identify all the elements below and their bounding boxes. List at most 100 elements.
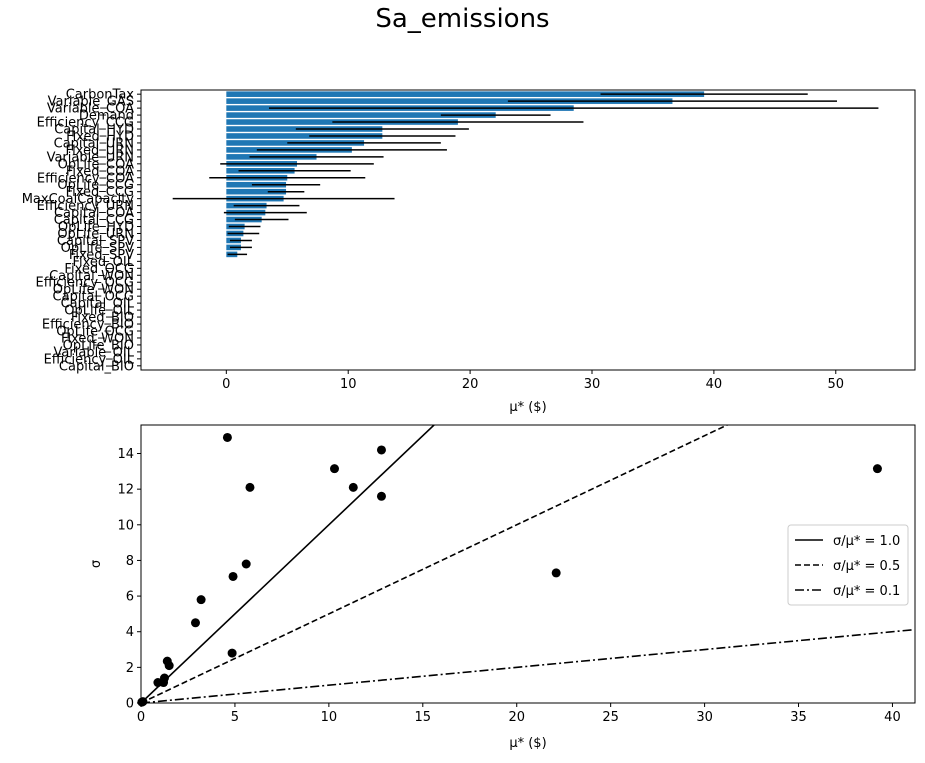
y-tick-label-OpLife_URN: OpLife_URN xyxy=(57,227,134,242)
y-tick-label-Fixed_WON: Fixed_WON xyxy=(61,331,134,346)
y-tick-label: 12 xyxy=(117,483,134,498)
reference-line xyxy=(141,425,436,703)
y-tick-label-Capital_COA: Capital_COA xyxy=(54,206,134,221)
y-tick-label-OpLife_HYD: OpLife_HYD xyxy=(58,220,134,235)
y-tick-label-Capital_BIO: Capital_BIO xyxy=(59,359,134,374)
x-tick-label: 50 xyxy=(827,377,844,392)
y-tick-label-Fixed_OCG: Fixed_OCG xyxy=(64,262,134,277)
x-tick-label: 15 xyxy=(415,710,432,725)
y-tick-label-Variable_COA: Variable_COA xyxy=(47,102,134,117)
legend: σ/μ* = 1.0 σ/μ* = 0.5 σ/μ* = 0.1 xyxy=(787,524,909,606)
y-tick-label-Fixed_URN: Fixed_URN xyxy=(66,143,134,158)
scatter-point-19 xyxy=(872,464,882,474)
y-tick-label-Efficiency_OCG: Efficiency_OCG xyxy=(35,276,134,291)
x-tick-label: 40 xyxy=(884,710,901,725)
x-tick-label: 30 xyxy=(696,710,713,725)
x-tick-label: 20 xyxy=(462,377,479,392)
bar-Demand xyxy=(226,112,496,118)
y-tick-label-Efficiency_COA: Efficiency_COA xyxy=(37,171,134,186)
legend-entry-label: σ/μ* = 0.1 xyxy=(833,584,900,599)
scatter-x-axis-label: μ* ($) xyxy=(509,736,546,751)
x-tick-label: 35 xyxy=(790,710,807,725)
y-tick-label-Capital_SPV: Capital_SPV xyxy=(57,234,134,249)
scatter-point-14 xyxy=(330,464,339,474)
bar-y-ticks: CarbonTaxVariable_GASVariable_COADemandE… xyxy=(22,88,141,374)
y-tick-label-OpLife_SPV: OpLife_SPV xyxy=(61,241,135,256)
scatter-point-15 xyxy=(348,482,358,492)
y-tick-label: 10 xyxy=(117,518,134,533)
scatter-point-16 xyxy=(376,445,386,455)
y-tick-label-Fixed_SPV: Fixed_SPV xyxy=(69,248,134,263)
y-tick-label-Demand: Demand xyxy=(79,109,134,124)
scatter-chart: 0 5 10 15 20 25 30 35 40 0 2 4 6 8 10 12 14 μ* ($) σ σ/… xyxy=(89,424,916,751)
scatter-point-8 xyxy=(196,595,206,605)
y-tick-label-Variable_URN: Variable_URN xyxy=(47,150,134,165)
bar-CarbonTax xyxy=(226,91,705,97)
scatter-point-9 xyxy=(222,432,232,442)
scatter-point-1 xyxy=(138,697,148,707)
x-tick-label: 5 xyxy=(231,710,239,725)
scatter-point-12 xyxy=(241,559,251,569)
legend-entry-label: σ/μ* = 0.5 xyxy=(833,559,900,574)
figure-title: Sa_emissions xyxy=(375,4,550,34)
y-tick-label-Fixed_BIO: Fixed_BIO xyxy=(71,311,134,326)
bar-chart-frame xyxy=(140,89,916,371)
bar-chart: 0 10 20 30 40 50 CarbonTaxVariable_GASVariabl… xyxy=(22,88,916,415)
x-tick-label: 25 xyxy=(602,710,619,725)
x-tick-label: 20 xyxy=(508,710,525,725)
scatter-point-4 xyxy=(159,673,169,683)
y-tick-label-Capital_CCG: Capital_CCG xyxy=(54,213,134,228)
y-tick-label-Fixed_COA: Fixed_COA xyxy=(66,164,134,179)
reference-line xyxy=(141,628,915,703)
reference-line xyxy=(141,425,730,703)
y-tick-label-Capital_OIL: Capital_OIL xyxy=(61,297,135,312)
y-tick-label: 6 xyxy=(126,590,134,605)
legend-entry-label: σ/μ* = 1.0 xyxy=(833,534,900,549)
y-tick-label-Efficiency_OIL: Efficiency_OIL xyxy=(44,352,135,367)
bar-Variable_GAS xyxy=(226,98,673,104)
bar-x-ticks: 0 10 20 30 40 50 xyxy=(222,370,844,392)
y-tick-label-MaxCoalCapacity: MaxCoalCapacity xyxy=(22,192,135,207)
y-tick-label-OpLife_CCG: OpLife_CCG xyxy=(57,178,134,193)
y-tick-label-Fixed_HYD: Fixed_HYD xyxy=(66,129,134,144)
reference-lines xyxy=(141,425,915,703)
scatter-point-10 xyxy=(227,648,237,658)
scatter-point-7 xyxy=(190,618,200,628)
y-tick-label: 4 xyxy=(126,625,134,640)
scatter-point-17 xyxy=(376,491,386,501)
legend-box xyxy=(787,524,909,606)
scatter-point-6 xyxy=(164,661,174,671)
x-tick-label: 10 xyxy=(321,710,338,725)
y-tick-label-Capital_HYD: Capital_HYD xyxy=(54,123,134,138)
y-tick-label-Variable_GAS: Variable_GAS xyxy=(48,95,134,110)
y-tick-label-Capital_URN: Capital_URN xyxy=(54,136,134,151)
errorbar-marks xyxy=(172,93,879,256)
x-tick-label: 0 xyxy=(137,710,145,725)
scatter-point-18 xyxy=(551,568,561,578)
x-tick-label: 30 xyxy=(584,377,601,392)
y-tick-label-OpLife_OCG: OpLife_OCG xyxy=(56,324,134,339)
y-tick-label-OpLife_WON: OpLife_WON xyxy=(53,283,134,298)
scatter-chart-frame xyxy=(140,424,916,704)
y-tick-label-Efficiency_BIO: Efficiency_BIO xyxy=(42,318,134,333)
bar-x-axis-label: μ* ($) xyxy=(509,400,546,415)
y-tick-label-OpLife_COA: OpLife_COA xyxy=(58,157,134,172)
bar-Fixed_CCG xyxy=(226,188,287,195)
scatter-x-ticks: 0 5 10 15 20 25 30 35 40 xyxy=(137,703,901,725)
y-tick-label-Capital_OCG: Capital_OCG xyxy=(53,290,134,305)
y-tick-label-Efficiency_URN: Efficiency_URN xyxy=(37,199,134,214)
y-tick-label: 8 xyxy=(126,554,134,569)
x-tick-label: 10 xyxy=(340,377,357,392)
y-tick-label-Variable_OIL: Variable_OIL xyxy=(54,345,135,360)
scatter-point-13 xyxy=(245,482,255,492)
y-tick-label-Fixed_CCG: Fixed_CCG xyxy=(66,185,134,200)
y-tick-label: 0 xyxy=(126,697,134,712)
y-tick-label-Fixed_OIL: Fixed_OIL xyxy=(73,255,135,270)
scatter-y-axis-label: σ xyxy=(89,560,104,568)
y-tick-label-Capital_WON: Capital_WON xyxy=(49,269,134,284)
y-tick-label: 2 xyxy=(126,661,134,676)
y-tick-label-OpLife_BIO: OpLife_BIO xyxy=(63,338,134,353)
y-tick-label-OpLife_OIL: OpLife_OIL xyxy=(64,304,134,319)
y-tick-label-Efficiency_CCG: Efficiency_CCG xyxy=(37,116,134,131)
